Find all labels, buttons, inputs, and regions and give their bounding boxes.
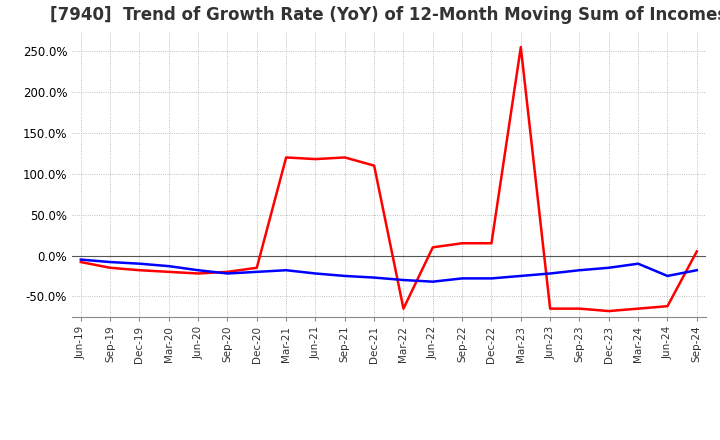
Ordinary Income Growth Rate xyxy=(399,277,408,282)
Ordinary Income Growth Rate xyxy=(634,261,642,266)
Net Income Growth Rate xyxy=(399,306,408,311)
Ordinary Income Growth Rate xyxy=(693,268,701,273)
Ordinary Income Growth Rate xyxy=(341,273,349,279)
Ordinary Income Growth Rate xyxy=(428,279,437,284)
Net Income Growth Rate xyxy=(76,260,85,265)
Net Income Growth Rate xyxy=(253,265,261,271)
Net Income Growth Rate xyxy=(194,271,202,276)
Ordinary Income Growth Rate xyxy=(487,276,496,281)
Ordinary Income Growth Rate xyxy=(164,264,173,269)
Ordinary Income Growth Rate xyxy=(106,260,114,265)
Ordinary Income Growth Rate xyxy=(223,271,232,276)
Ordinary Income Growth Rate xyxy=(135,261,144,266)
Title: [7940]  Trend of Growth Rate (YoY) of 12-Month Moving Sum of Incomes: [7940] Trend of Growth Rate (YoY) of 12-… xyxy=(50,6,720,24)
Ordinary Income Growth Rate xyxy=(253,269,261,275)
Net Income Growth Rate xyxy=(575,306,584,311)
Ordinary Income Growth Rate xyxy=(76,257,85,262)
Ordinary Income Growth Rate xyxy=(546,271,554,276)
Net Income Growth Rate xyxy=(487,241,496,246)
Net Income Growth Rate xyxy=(634,306,642,311)
Net Income Growth Rate xyxy=(428,245,437,250)
Line: Ordinary Income Growth Rate: Ordinary Income Growth Rate xyxy=(81,260,697,282)
Ordinary Income Growth Rate xyxy=(311,271,320,276)
Ordinary Income Growth Rate xyxy=(663,273,672,279)
Net Income Growth Rate xyxy=(223,269,232,275)
Net Income Growth Rate xyxy=(693,249,701,254)
Ordinary Income Growth Rate xyxy=(516,273,525,279)
Ordinary Income Growth Rate xyxy=(370,275,379,280)
Ordinary Income Growth Rate xyxy=(194,268,202,273)
Net Income Growth Rate xyxy=(546,306,554,311)
Net Income Growth Rate xyxy=(106,265,114,271)
Net Income Growth Rate xyxy=(135,268,144,273)
Ordinary Income Growth Rate xyxy=(458,276,467,281)
Line: Net Income Growth Rate: Net Income Growth Rate xyxy=(81,47,697,311)
Net Income Growth Rate xyxy=(311,157,320,162)
Ordinary Income Growth Rate xyxy=(282,268,290,273)
Net Income Growth Rate xyxy=(282,155,290,160)
Ordinary Income Growth Rate xyxy=(605,265,613,271)
Net Income Growth Rate xyxy=(605,308,613,314)
Net Income Growth Rate xyxy=(663,304,672,309)
Net Income Growth Rate xyxy=(458,241,467,246)
Ordinary Income Growth Rate xyxy=(575,268,584,273)
Net Income Growth Rate xyxy=(516,44,525,50)
Net Income Growth Rate xyxy=(341,155,349,160)
Net Income Growth Rate xyxy=(370,163,379,168)
Net Income Growth Rate xyxy=(164,269,173,275)
Legend: Ordinary Income Growth Rate, Net Income Growth Rate: Ordinary Income Growth Rate, Net Income … xyxy=(163,436,615,440)
